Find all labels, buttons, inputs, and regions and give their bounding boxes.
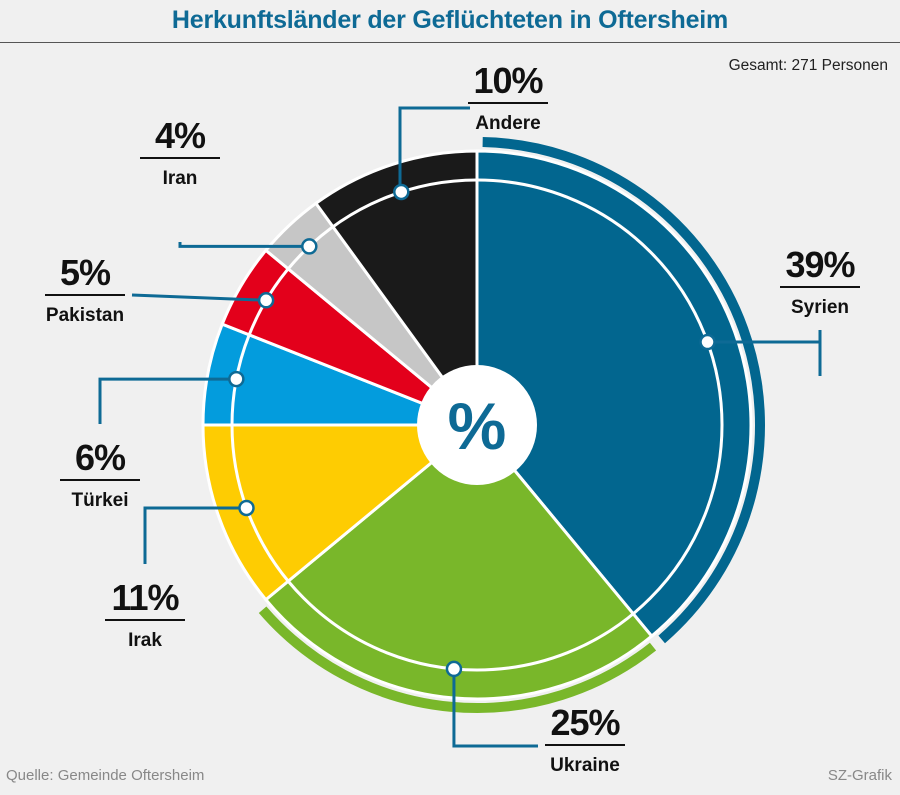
inner-white-ring: [230, 178, 724, 672]
total-note: Gesamt: 271 Personen: [728, 57, 888, 74]
leader-line-pakistan: [131, 293, 267, 302]
outer-ring-syrien: [482, 137, 765, 644]
category-label-andere: Andere: [475, 113, 540, 134]
pie-slice-andere: [313, 149, 479, 430]
slice-marker-andere: [393, 183, 410, 201]
leader-line-syrien: [707, 330, 822, 376]
title-divider: [0, 42, 900, 43]
percent-label-ukraine: 25%: [550, 702, 620, 743]
category-label-irak: Irak: [128, 630, 162, 651]
credit-note: SZ-Grafik: [827, 767, 892, 784]
percent-label-andere: 10%: [473, 60, 543, 101]
leader-line-ukraine: [452, 668, 538, 748]
category-label-tuerkei: Türkei: [71, 490, 128, 511]
category-label-pakistan: Pakistan: [46, 305, 124, 326]
percent-label-tuerkei: 6%: [75, 437, 126, 478]
percent-label-iran: 4%: [155, 115, 206, 156]
percent-label-irak: 11%: [111, 577, 179, 618]
leader-lines: [98, 106, 822, 748]
leader-line-tuerkei: [98, 377, 237, 424]
chart-title: Herkunftsländer der Geflüchteten in Ofte…: [171, 6, 729, 34]
leader-line-irak: [143, 506, 247, 564]
slice-marker-iran: [301, 238, 318, 255]
slice-marker-pakistan: [257, 292, 275, 309]
slice-marker-ukraine: [445, 660, 463, 678]
center-percent-symbol: %: [448, 389, 507, 463]
leader-line-iran: [178, 242, 310, 248]
percent-label-syrien: 39%: [785, 244, 855, 285]
pie-slice-syrien: [475, 149, 753, 639]
source-note: Quelle: Gemeinde Oftersheim: [6, 767, 205, 784]
outer-ring-ukraine: [258, 606, 657, 713]
percent-label-pakistan: 5%: [60, 252, 111, 293]
slice-marker-tuerkei: [228, 370, 245, 388]
outer-rings: [230, 137, 765, 713]
center-disc: [417, 365, 537, 485]
category-label-iran: Iran: [163, 168, 198, 189]
slice-marker-irak: [238, 499, 255, 517]
category-label-ukraine: Ukraine: [550, 755, 620, 776]
category-label-syrien: Syrien: [791, 297, 849, 318]
slice-marker-syrien: [699, 333, 716, 351]
slice-labels: 39% Syrien 25% Ukraine 11% Irak 6% Türkei 5% Paki…: [45, 60, 860, 776]
pie-slice-ukraine: [263, 422, 654, 701]
